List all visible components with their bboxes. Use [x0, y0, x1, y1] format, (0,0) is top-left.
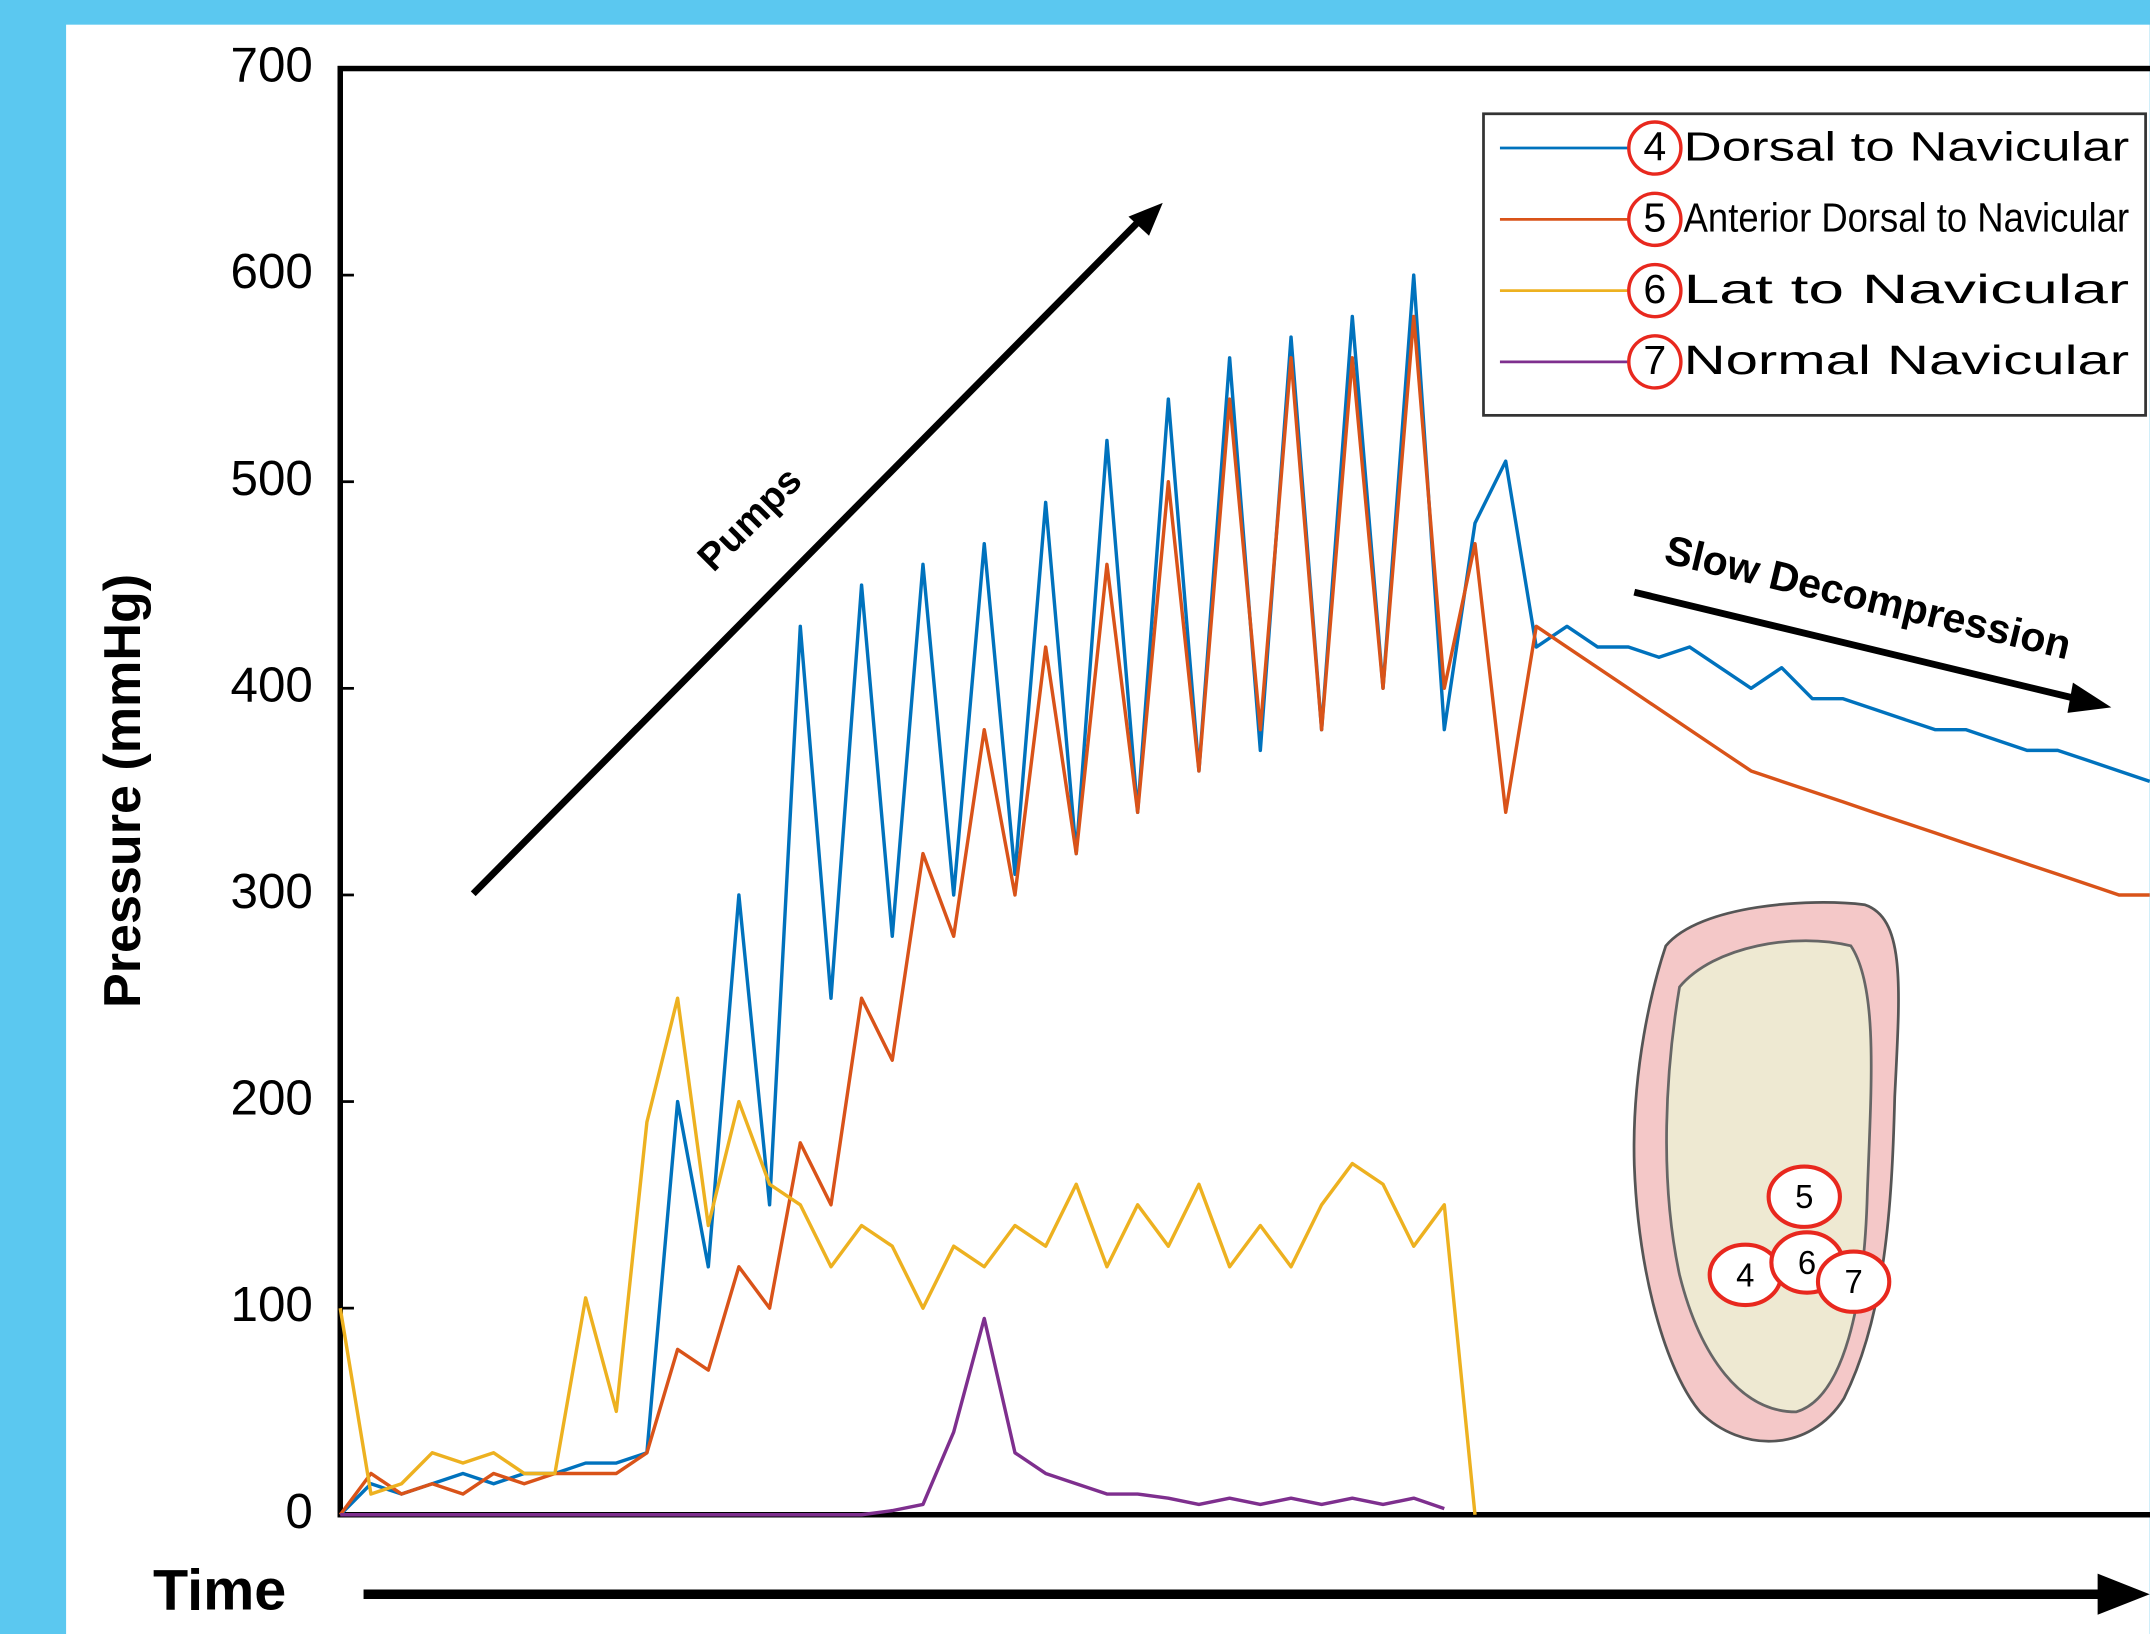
legend-marker: 5: [1643, 195, 1666, 241]
page: Pressure (mmHg) Time Pumps Slow Decompre…: [0, 0, 2150, 1634]
legend-marker: 7: [1643, 337, 1666, 383]
foot-marker: 5: [1795, 1178, 1813, 1215]
y-tick-label: 400: [231, 657, 313, 712]
y-tick-label: 0: [285, 1484, 312, 1539]
y-tick-label: 500: [231, 451, 313, 506]
legend-marker: 4: [1643, 123, 1666, 169]
legend-label: Normal Navicular: [1684, 337, 2130, 383]
y-axis-label: Pressure (mmHg): [94, 574, 152, 1008]
foot-marker: 7: [1844, 1263, 1862, 1300]
y-tick-label: 100: [231, 1277, 313, 1332]
y-tick-label: 700: [231, 38, 313, 93]
y-tick-label: 600: [231, 244, 313, 299]
legend-label: Lat to Navicular: [1684, 266, 2130, 312]
y-tick-label: 200: [231, 1071, 313, 1126]
foot-marker: 4: [1736, 1256, 1754, 1293]
legend-marker: 6: [1643, 266, 1666, 312]
y-tick-label: 300: [231, 864, 313, 919]
legend-label: Anterior Dorsal to Navicular: [1684, 195, 2130, 241]
legend-label: Dorsal to Navicular: [1684, 123, 2130, 169]
chart: Pressure (mmHg) Time Pumps Slow Decompre…: [0, 0, 2150, 1634]
foot-illustration: [1634, 902, 1898, 1441]
x-axis-label: Time: [153, 1558, 286, 1622]
foot-marker: 6: [1798, 1244, 1816, 1281]
